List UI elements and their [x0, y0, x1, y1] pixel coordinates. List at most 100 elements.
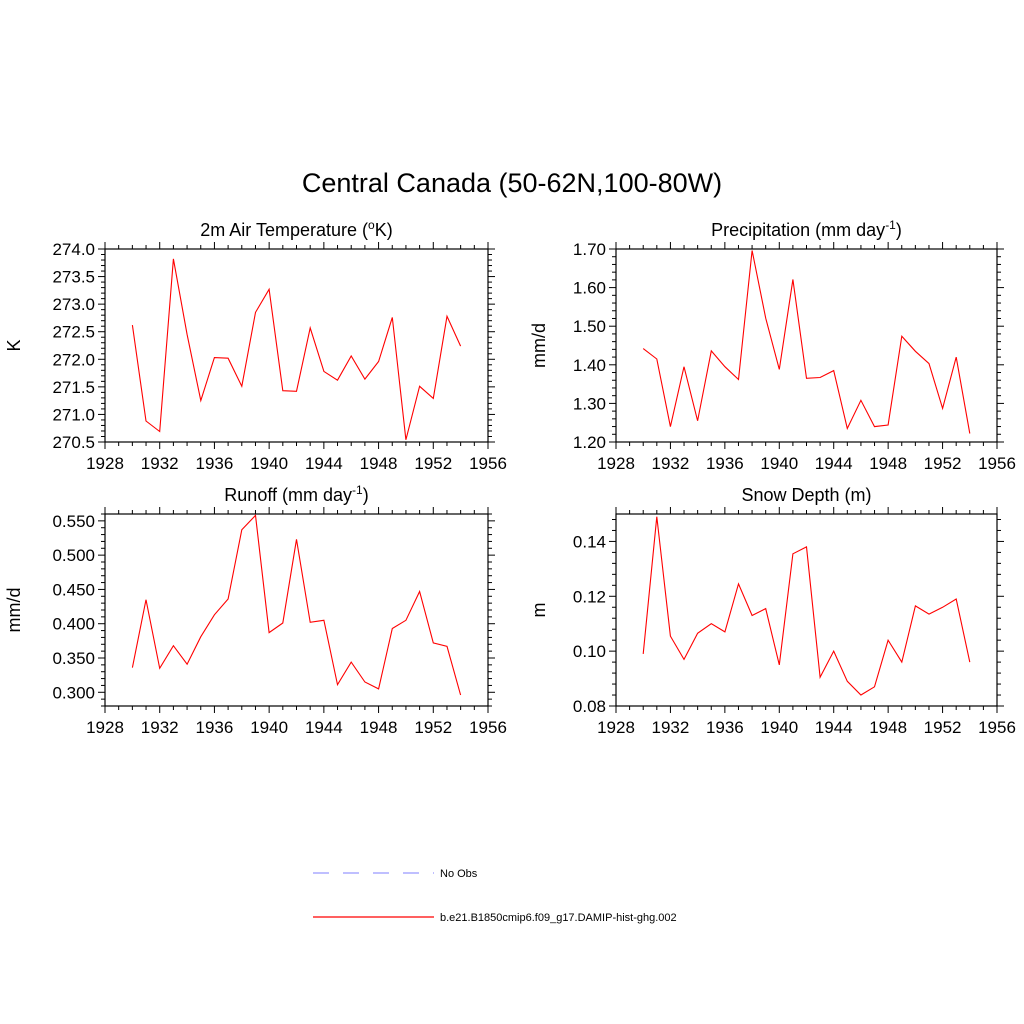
y-tick-label: 271.5: [52, 378, 95, 397]
data-point: [417, 589, 422, 594]
data-point: [144, 419, 149, 424]
x-tick-label: 1936: [706, 454, 744, 473]
x-tick-label: 1928: [86, 454, 124, 473]
data-point: [750, 248, 755, 253]
x-tick-label: 1932: [141, 454, 179, 473]
panel-title-superscript: o: [368, 218, 375, 232]
y-tick-label: 1.60: [573, 279, 606, 298]
data-point: [321, 618, 326, 623]
data-point: [722, 629, 727, 634]
data-point: [926, 361, 931, 366]
data-point: [226, 597, 231, 602]
data-point: [390, 626, 395, 631]
data-point: [695, 631, 700, 636]
x-tick-label: 1940: [760, 718, 798, 737]
data-point: [198, 398, 203, 403]
data-point: [253, 310, 258, 315]
data-point: [157, 429, 162, 434]
data-point: [444, 644, 449, 649]
data-point: [777, 367, 782, 372]
chart-panel-1: 1928 1932 1936 1940 1944 1948 1952 1956 270.5 271…: [4, 218, 507, 473]
y-tick-label: 0.350: [52, 649, 95, 668]
y-tick-label: 271.0: [52, 405, 95, 424]
data-point: [267, 287, 272, 292]
x-tick-label: 1928: [86, 718, 124, 737]
x-tick-label: 1932: [652, 454, 690, 473]
panel-title-text: ): [363, 485, 369, 505]
data-point: [253, 513, 258, 518]
data-point: [171, 256, 176, 261]
data-point: [458, 693, 463, 698]
data-point: [940, 605, 945, 610]
data-point: [349, 660, 354, 665]
x-tick-label: 1956: [469, 454, 507, 473]
data-point: [831, 368, 836, 373]
x-tick-label: 1940: [250, 454, 288, 473]
data-point: [349, 353, 354, 358]
data-point: [886, 423, 891, 428]
data-point: [335, 378, 340, 383]
data-point: [171, 643, 176, 648]
x-tick-label: 1932: [141, 718, 179, 737]
x-tick-label: 1956: [978, 718, 1016, 737]
y-tick-label: 0.400: [52, 615, 95, 634]
data-point: [431, 396, 436, 401]
data-point: [362, 377, 367, 382]
data-point: [157, 666, 162, 671]
panel-title: Precipitation (mm day-1): [711, 218, 902, 240]
data-point: [818, 675, 823, 680]
x-tick-label: 1944: [815, 454, 853, 473]
data-point: [185, 332, 190, 337]
data-point: [913, 349, 918, 354]
data-point: [654, 514, 659, 519]
chart-panel-3: 1928 1932 1936 1940 1944 1948 1952 1956 0.300 0.3…: [4, 483, 507, 737]
data-point: [845, 679, 850, 684]
chart-panel-4: 1928 1932 1936 1940 1944 1948 1952 1956 0.08 0.10…: [529, 485, 1016, 737]
panel-title-text: 2m Air Temperature (: [200, 220, 368, 240]
data-point: [682, 657, 687, 662]
data-point: [294, 389, 299, 394]
data-point: [417, 384, 422, 389]
legend-label: No Obs: [440, 868, 478, 880]
main-title: Central Canada (50-62N,100-80W): [301, 168, 723, 198]
x-tick-label: 1940: [760, 454, 798, 473]
plot-frame: [104, 248, 489, 443]
legend-label: b.e21.B1850cmip6.f09_g17.DAMIP-hist-ghg.…: [440, 912, 677, 924]
data-point: [130, 323, 135, 328]
x-tick-label: 1944: [305, 718, 343, 737]
data-point: [954, 597, 959, 602]
x-tick-label: 1952: [414, 454, 452, 473]
data-point: [899, 334, 904, 339]
x-tick-label: 1932: [652, 718, 690, 737]
data-point: [886, 638, 891, 643]
data-point: [695, 418, 700, 423]
data-point: [403, 618, 408, 623]
y-tick-label: 0.450: [52, 580, 95, 599]
y-tick-label: 1.30: [573, 394, 606, 413]
legend: No Obs b.e21.B1850cmip6.f09_g17.DAMIP-his…: [313, 868, 677, 924]
data-point: [376, 686, 381, 691]
data-point: [926, 612, 931, 617]
data-point: [403, 437, 408, 442]
y-tick-label: 1.50: [573, 317, 606, 336]
data-point: [736, 581, 741, 586]
data-point: [709, 621, 714, 626]
panel-title: Runoff (mm day-1): [224, 483, 368, 505]
x-tick-label: 1956: [469, 718, 507, 737]
panel-title: 2m Air Temperature (oK): [200, 218, 392, 240]
y-tick-label: 1.20: [573, 433, 606, 452]
y-tick-label: 273.5: [52, 268, 95, 287]
data-point: [777, 662, 782, 667]
data-point: [913, 603, 918, 608]
data-point: [130, 665, 135, 670]
data-point: [831, 649, 836, 654]
data-point: [431, 640, 436, 645]
data-point: [899, 660, 904, 665]
data-point: [458, 344, 463, 349]
y-axis-label: m: [529, 603, 549, 618]
data-point: [858, 398, 863, 403]
data-point: [185, 662, 190, 667]
y-tick-label: 272.5: [52, 323, 95, 342]
data-point: [362, 680, 367, 685]
data-point: [845, 426, 850, 431]
